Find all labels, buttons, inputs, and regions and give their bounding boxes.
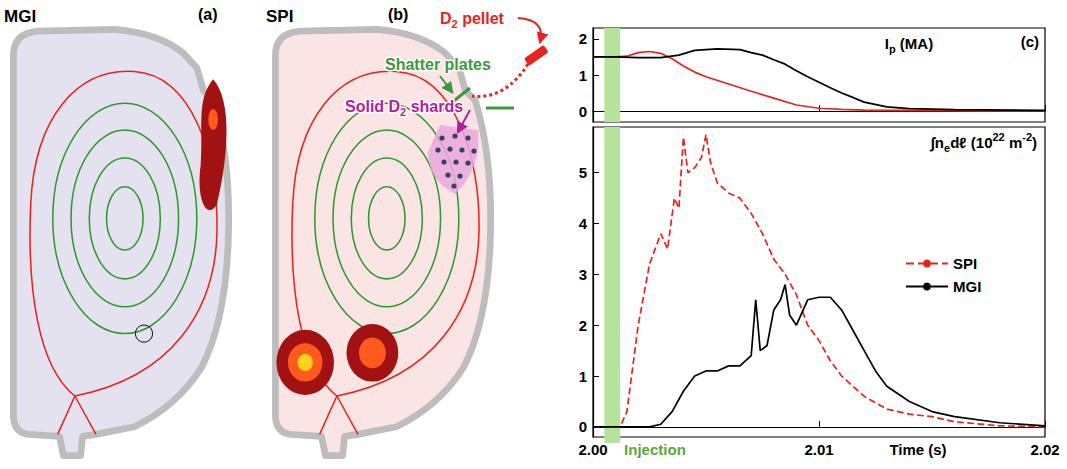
svg-text:-2: -2 bbox=[1022, 131, 1032, 143]
svg-text:2.02: 2.02 bbox=[1030, 441, 1059, 458]
svg-text:∫n: ∫n bbox=[930, 134, 944, 152]
svg-text:Time (s): Time (s) bbox=[889, 441, 946, 458]
svg-text:2: 2 bbox=[579, 317, 587, 334]
svg-text:(a): (a) bbox=[198, 6, 218, 23]
svg-text:4: 4 bbox=[579, 215, 588, 232]
html-text:Ip: Ip bbox=[884, 34, 896, 55]
svg-text:Injection: Injection bbox=[624, 441, 686, 458]
svg-text:): ) bbox=[1032, 134, 1037, 151]
svg-text:2.01: 2.01 bbox=[804, 441, 833, 458]
svg-text:1: 1 bbox=[579, 67, 587, 84]
svg-text:MGI: MGI bbox=[4, 7, 36, 26]
svg-text:m: m bbox=[1005, 134, 1023, 151]
svg-text:0: 0 bbox=[579, 418, 587, 435]
svg-text:5: 5 bbox=[579, 164, 587, 181]
svg-text:(b): (b) bbox=[388, 6, 408, 23]
svg-text:e: e bbox=[944, 142, 950, 154]
svg-text:(MA): (MA) bbox=[896, 35, 934, 52]
svg-text:2.00: 2.00 bbox=[578, 441, 607, 458]
svg-text:D2 pellet: D2 pellet bbox=[440, 10, 505, 30]
svg-text:SPI: SPI bbox=[266, 7, 293, 26]
svg-text:22: 22 bbox=[992, 131, 1004, 143]
svg-text:SPI: SPI bbox=[953, 255, 977, 272]
svg-text:0: 0 bbox=[579, 103, 587, 120]
svg-text:dℓ (10: dℓ (10 bbox=[950, 134, 992, 151]
svg-text:MGI: MGI bbox=[953, 278, 981, 295]
svg-text:Shatter plates: Shatter plates bbox=[385, 56, 491, 73]
svg-text:Solid D2 shards: Solid D2 shards bbox=[345, 98, 463, 118]
svg-text:1: 1 bbox=[579, 368, 587, 385]
svg-text:2: 2 bbox=[579, 30, 587, 47]
svg-text:(c): (c) bbox=[1021, 33, 1039, 50]
svg-text:3: 3 bbox=[579, 266, 587, 283]
